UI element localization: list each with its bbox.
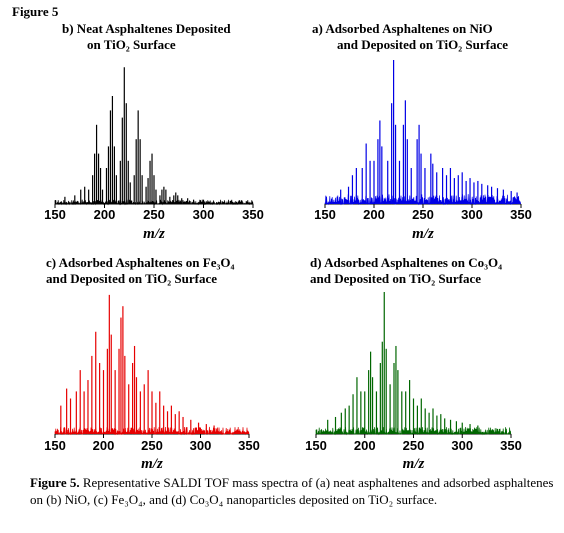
panel-d-tick-label: 300 <box>451 438 473 453</box>
panel-a-tick-label: 250 <box>412 207 434 222</box>
panel-c-tick-label: 250 <box>141 438 163 453</box>
panel-c-tick-label: 300 <box>190 438 212 453</box>
panel-c-title-line-1: c) Adsorbed Asphaltenes on Fe₃O₄ <box>46 255 235 270</box>
panel-c-xlabel: m/z <box>141 456 163 470</box>
panel-b-title: b) Neat Asphaltenes Deposited on TiO₂ Su… <box>62 21 231 53</box>
panel-d-tick-label: 200 <box>354 438 376 453</box>
panel-b-title-line-1: b) Neat Asphaltenes Deposited <box>62 21 231 36</box>
panel-d-tick-label: 150 <box>305 438 327 453</box>
panel-a-tick-label: 300 <box>461 207 483 222</box>
panel-d-title-line-1: d) Adsorbed Asphaltenes on Co₃O₄ <box>310 255 503 270</box>
panel-a-plot: 150 200 250 300 350 m/z <box>314 60 532 242</box>
caption-text: Representative SALDI TOF mass spectra of… <box>30 475 554 507</box>
panel-a-tick-label: 150 <box>314 207 336 222</box>
panel-c-title: c) Adsorbed Asphaltenes on Fe₃O₄ and Dep… <box>46 255 234 287</box>
panel-b-tick-label: 200 <box>94 207 116 222</box>
panel-b-plot: 150 200 250 300 350 m/z <box>44 67 264 242</box>
panel-b-tick-label: 300 <box>193 207 215 222</box>
panel-a-tick-label: 200 <box>363 207 385 222</box>
panel-d-tick-label: 350 <box>500 438 522 453</box>
panel-d-plot: 150 200 250 300 350 m/z <box>305 292 522 470</box>
panel-a-title-line-2: and Deposited on TiO₂ Surface <box>337 37 508 52</box>
panel-a-title-line-1: a) Adsorbed Asphaltenes on NiO <box>312 21 493 36</box>
figure-caption: Figure 5. Representative SALDI TOF mass … <box>30 474 555 508</box>
panel-d-tick-label: 250 <box>403 438 425 453</box>
panel-b-xlabel: m/z <box>143 226 165 242</box>
spectra-plots: 150 200 250 300 350 m/z 150 200 250 300 350 m/z 150 2… <box>44 60 532 470</box>
panel-b-title-line-2: on TiO₂ Surface <box>87 37 176 52</box>
panel-d-title-line-2: and Deposited on TiO₂ Surface <box>310 271 481 286</box>
panel-c-plot: 150 200 250 300 350 m/z <box>44 294 260 470</box>
panel-b-tick-label: 350 <box>242 207 264 222</box>
panel-b-tick-label: 250 <box>143 207 165 222</box>
panel-c-title-line-2: and Deposited on TiO₂ Surface <box>46 271 217 286</box>
panel-c-tick-label: 200 <box>93 438 115 453</box>
panel-d-title: d) Adsorbed Asphaltenes on Co₃O₄ and Dep… <box>310 255 502 287</box>
panel-b-tick-label: 150 <box>44 207 66 222</box>
panel-a-tick-label: 350 <box>510 207 532 222</box>
panel-d-xlabel: m/z <box>403 456 425 470</box>
caption-label: Figure 5. <box>30 475 80 490</box>
panel-a-title: a) Adsorbed Asphaltenes on NiO and Depos… <box>312 21 508 53</box>
panel-c-tick-label: 350 <box>238 438 260 453</box>
panel-a-xlabel: m/z <box>412 226 434 242</box>
panel-c-tick-label: 150 <box>44 438 66 453</box>
figure-label: Figure 5 <box>12 4 59 19</box>
